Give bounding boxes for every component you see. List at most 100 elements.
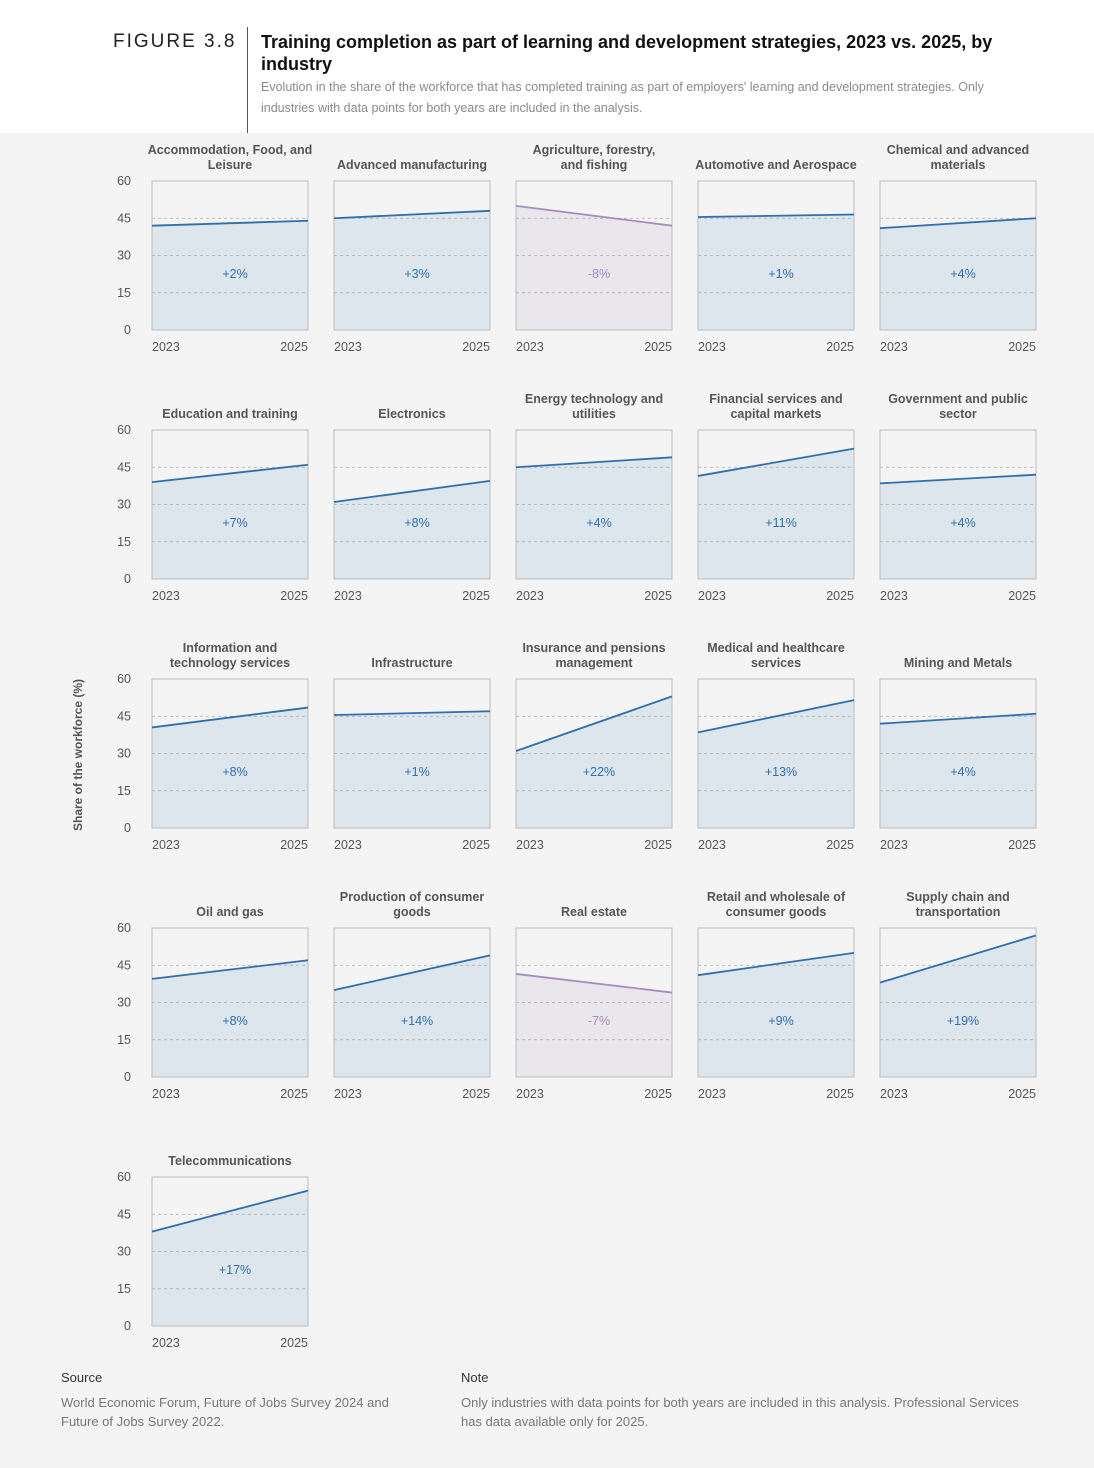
y-tick-label: 0 [124,821,131,835]
x-tick-label: 2025 [644,838,672,852]
y-tick-label: 30 [117,249,131,263]
data-area [152,960,308,1077]
y-tick-label: 45 [117,958,131,972]
panel-title: Telecommunications [168,1154,291,1168]
x-tick-label: 2023 [698,340,726,354]
x-tick-label: 2025 [644,589,672,603]
data-area [698,952,854,1077]
panel-title: sector [939,407,977,421]
data-area [516,973,672,1077]
change-label: +14% [401,1014,433,1028]
panel-title: Production of consumer [340,890,485,904]
x-tick-label: 2025 [280,340,308,354]
data-area [880,935,1036,1077]
data-line [333,209,491,220]
y-tick-label: 60 [117,174,131,188]
panel-frame [879,927,1037,1078]
change-label: +3% [404,267,429,281]
x-tick-label: 2025 [280,589,308,603]
x-tick-label: 2023 [698,589,726,603]
x-tick-label: 2025 [462,838,490,852]
change-label: -7% [588,1014,610,1028]
data-area [880,713,1036,828]
change-label: +17% [219,1263,251,1277]
data-area [880,218,1036,330]
panel-frame [879,180,1037,331]
x-tick-label: 2023 [880,589,908,603]
x-tick-label: 2025 [826,1087,854,1101]
data-line [879,473,1037,485]
y-tick-label: 60 [117,921,131,935]
panel-title: Electronics [378,407,445,421]
x-tick-label: 2025 [462,589,490,603]
panel-title: Accommodation, Food, and [148,143,313,157]
panel-frame [515,927,673,1078]
y-tick-label: 15 [117,535,131,549]
x-tick-label: 2023 [152,838,180,852]
panel-frame [333,927,491,1078]
y-tick-label: 45 [117,1207,131,1221]
panel-title: Medical and healthcare [707,641,845,655]
panel-title: Leisure [208,158,253,172]
y-tick-label: 15 [117,1282,131,1296]
data-area [516,457,672,579]
x-tick-label: 2025 [462,340,490,354]
note-heading: Note [461,1370,489,1385]
data-area [880,474,1036,579]
x-tick-label: 2023 [334,340,362,354]
y-tick-label: 15 [117,286,131,300]
x-tick-label: 2023 [516,838,544,852]
y-tick-label: 0 [124,323,131,337]
x-tick-label: 2023 [152,1336,180,1350]
x-tick-label: 2025 [644,1087,672,1101]
change-label: +7% [222,516,247,530]
x-tick-label: 2025 [462,1087,490,1101]
data-line [879,934,1037,984]
x-tick-label: 2023 [880,1087,908,1101]
panel-title: Chemical and advanced [887,143,1029,157]
x-tick-label: 2023 [334,1087,362,1101]
x-tick-label: 2023 [334,589,362,603]
header-divider [247,27,248,133]
data-area [334,480,490,579]
data-area [516,205,672,330]
data-line [151,219,309,227]
data-line [333,710,491,716]
panel-title: Mining and Metals [904,656,1012,670]
y-tick-label: 15 [117,784,131,798]
data-line [151,959,309,980]
panel-title: management [555,656,633,670]
data-line [697,213,855,218]
change-label: +8% [222,765,247,779]
panel-title: Retail and wholesale of [707,890,846,904]
data-area [698,700,854,828]
panel-title: and fishing [561,158,628,172]
data-line [151,706,309,729]
x-tick-label: 2025 [280,838,308,852]
x-tick-label: 2025 [1008,340,1036,354]
data-line [151,1189,309,1233]
x-tick-label: 2023 [698,1087,726,1101]
change-label: +22% [583,765,615,779]
y-tick-label: 30 [117,498,131,512]
y-tick-label: 60 [117,672,131,686]
x-tick-label: 2023 [152,589,180,603]
panel-frame [151,1176,309,1327]
x-tick-label: 2025 [1008,838,1036,852]
source-heading: Source [61,1370,103,1385]
change-label: +1% [404,765,429,779]
panel-frame [151,927,309,1078]
x-tick-label: 2025 [1008,1087,1036,1101]
panel-frame [515,180,673,331]
data-area [334,711,490,828]
panel-frame [515,678,673,829]
x-tick-label: 2025 [826,340,854,354]
data-line [151,463,309,484]
panel-title: Advanced manufacturing [337,158,487,172]
change-label: +1% [768,267,793,281]
panel-frame [515,429,673,580]
data-line [697,447,855,477]
panel-title: Infrastructure [371,656,452,670]
panel-frame [697,180,855,331]
panel-title: Automotive and Aerospace [695,158,856,172]
